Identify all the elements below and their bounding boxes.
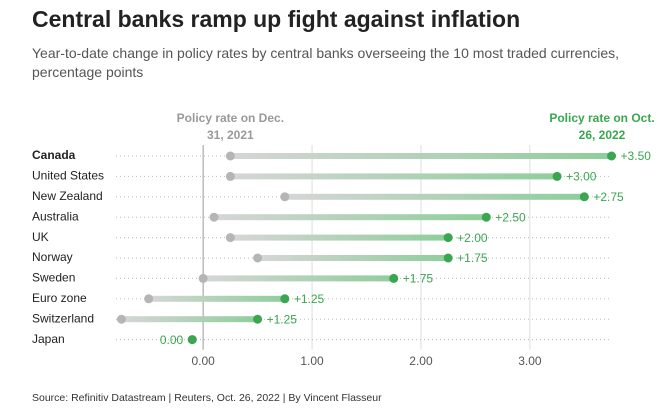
- range-bar: [230, 234, 449, 241]
- value-label: +2.75: [593, 190, 624, 204]
- start-dot: [225, 171, 235, 181]
- value-label: +1.25: [294, 292, 325, 306]
- legend-entry: Policy rate on Oct. 26, 2022: [549, 111, 655, 142]
- start-dot: [144, 294, 154, 304]
- value-label: +1.25: [267, 312, 298, 326]
- start-dot: [225, 233, 235, 243]
- y-tick-label: Switzerland: [32, 311, 94, 325]
- value-label: +1.75: [403, 272, 434, 286]
- end-dot: [481, 212, 491, 222]
- y-tick-label: Sweden: [32, 271, 75, 285]
- start-dot: [253, 253, 263, 263]
- start-dot: [280, 192, 290, 202]
- range-bar: [121, 316, 258, 323]
- end-dot: [443, 253, 453, 263]
- range-bar: [257, 255, 449, 261]
- x-tick-label: 2.00: [409, 354, 433, 368]
- end-dot: [253, 314, 263, 324]
- y-tick-label: Norway: [32, 250, 73, 264]
- end-dot: [443, 233, 453, 243]
- value-label: +2.00: [457, 231, 488, 245]
- value-label: +2.50: [495, 210, 526, 224]
- chart-title: Central banks ramp up fight against infl…: [32, 6, 521, 32]
- end-dot: [389, 273, 399, 283]
- range-bar: [148, 295, 285, 302]
- value-label: +1.75: [457, 251, 488, 265]
- value-label: +3.00: [566, 170, 597, 184]
- y-tick-label: United States: [32, 169, 104, 183]
- range-bar: [230, 173, 558, 180]
- end-dot: [579, 192, 589, 202]
- source-note: Source: Refinitiv Datastream | Reuters, …: [32, 392, 382, 404]
- chart-subtitle: Year-to-date change in policy rates by c…: [32, 45, 620, 80]
- start-dot: [225, 151, 235, 161]
- y-tick-label: New Zealand: [32, 189, 103, 203]
- range-bar: [284, 193, 585, 200]
- end-dot: [552, 171, 562, 181]
- value-label: +3.50: [621, 149, 652, 163]
- value-label: 0.00: [160, 333, 184, 347]
- x-tick-label: 1.00: [300, 354, 324, 368]
- y-tick-label: Australia: [32, 209, 79, 223]
- y-tick-label: Euro zone: [32, 291, 87, 305]
- x-tick-label: 0.00: [191, 354, 215, 368]
- end-dot: [280, 294, 290, 304]
- y-tick-label: Canada: [32, 148, 76, 162]
- range-bar: [230, 153, 612, 159]
- start-dot: [198, 273, 208, 283]
- y-tick-label: UK: [32, 230, 49, 244]
- range-bar: [203, 275, 394, 282]
- x-tick-label: 3.00: [518, 354, 542, 368]
- start-dot: [116, 314, 126, 324]
- end-dot: [607, 151, 617, 161]
- range-bar: [214, 214, 487, 221]
- start-dot: [209, 212, 219, 222]
- end-dot: [187, 335, 197, 345]
- y-tick-label: Japan: [32, 332, 65, 346]
- legend-entry: Policy rate on Dec. 31, 2021: [176, 111, 285, 142]
